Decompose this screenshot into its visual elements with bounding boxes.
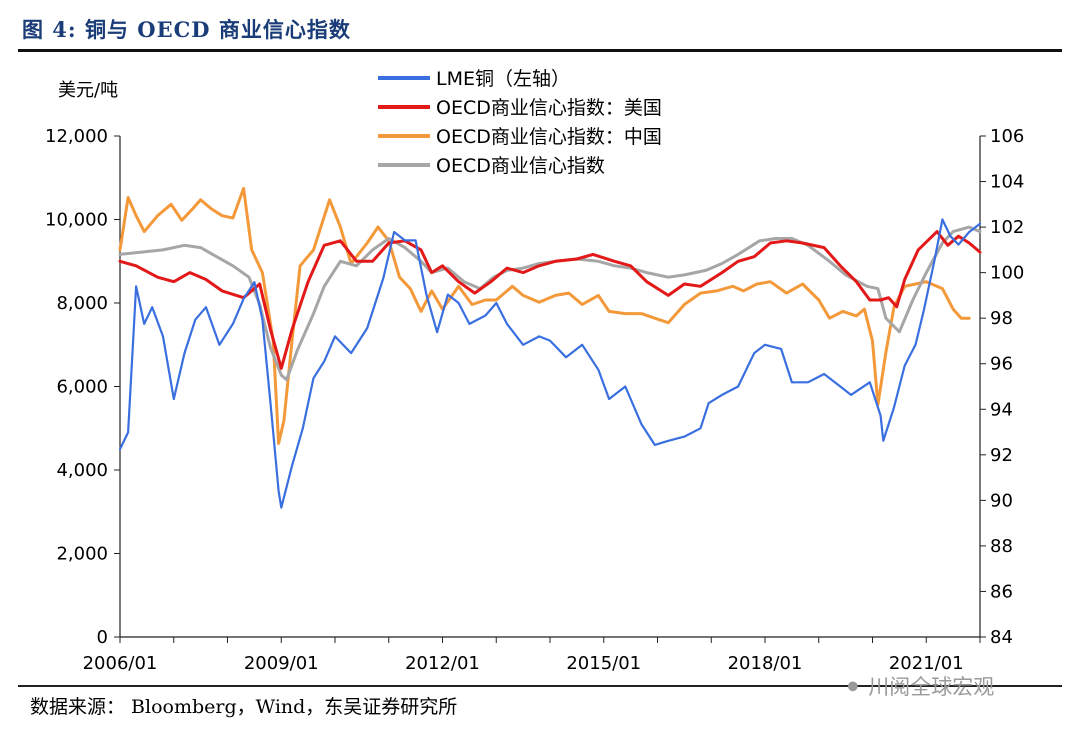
y-right-tick-label: 90 (990, 490, 1013, 511)
y-left-tick-label: 0 (97, 627, 108, 648)
footer-divider (18, 685, 1062, 687)
y-left-tick-label: 2,000 (56, 544, 108, 565)
legend-label: OECD商业信心指数：美国 (436, 97, 662, 119)
series-line-1 (118, 230, 982, 370)
y-left-tick-label: 12,000 (45, 126, 108, 147)
series-line-2 (118, 186, 971, 445)
x-tick-label: 2006/01 (83, 653, 158, 674)
y-left-tick-label: 8,000 (56, 293, 108, 314)
y-right-tick-label: 106 (990, 126, 1024, 147)
x-tick-label: 2012/01 (405, 653, 480, 674)
chart-legend: LME铜（左轴） OECD商业信心指数：美国 OECD商业信心指数：中国 OECD商业… (378, 68, 662, 177)
legend-label: OECD商业信心指数 (436, 155, 605, 177)
y-right-tick-label: 102 (990, 217, 1024, 238)
chart-axes: 0 2,000 4,000 6,000 8,000 10,000 12,000 84 86 88 9… (45, 126, 1024, 674)
y-right-tick-label: 92 (990, 445, 1013, 466)
y-right-tick-label: 98 (990, 308, 1013, 329)
y-right-tick-label: 86 (990, 581, 1013, 602)
watermark-text: 川阅全球宏观 (868, 675, 995, 699)
title-divider (18, 49, 1062, 52)
y-right-tick-label: 88 (990, 536, 1013, 557)
y-axis-left-label: 美元/吨 (58, 80, 118, 101)
x-tick-label: 2018/01 (728, 653, 803, 674)
y-right-tick-label: 94 (990, 399, 1013, 420)
source-note: 数据来源： Bloomberg，Wind，东吴证券研究所 (30, 696, 458, 718)
y-left-tick-label: 6,000 (56, 377, 108, 398)
x-tick-label: 2021/01 (889, 653, 964, 674)
y-right-tick-label: 84 (990, 627, 1013, 648)
series-line-0 (118, 218, 982, 509)
y-left-tick-label: 4,000 (56, 460, 108, 481)
legend-label: LME铜（左轴） (436, 68, 570, 90)
series-line-3 (118, 225, 982, 382)
y-right-tick-label: 96 (990, 354, 1013, 375)
watermark: ⚫ 川阅全球宏观 (844, 671, 994, 701)
wechat-icon: ⚫ (844, 675, 862, 699)
x-tick-label: 2015/01 (566, 653, 641, 674)
y-left-tick-label: 10,000 (45, 210, 108, 231)
legend-label: OECD商业信心指数：中国 (436, 126, 662, 148)
chart-series-layer (118, 186, 982, 509)
figure-title: 图 4: 铜与 OECD 商业信心指数 (22, 17, 351, 42)
y-right-tick-label: 104 (990, 172, 1024, 193)
x-tick-label: 2009/01 (244, 653, 319, 674)
y-right-tick-label: 100 (990, 263, 1024, 284)
